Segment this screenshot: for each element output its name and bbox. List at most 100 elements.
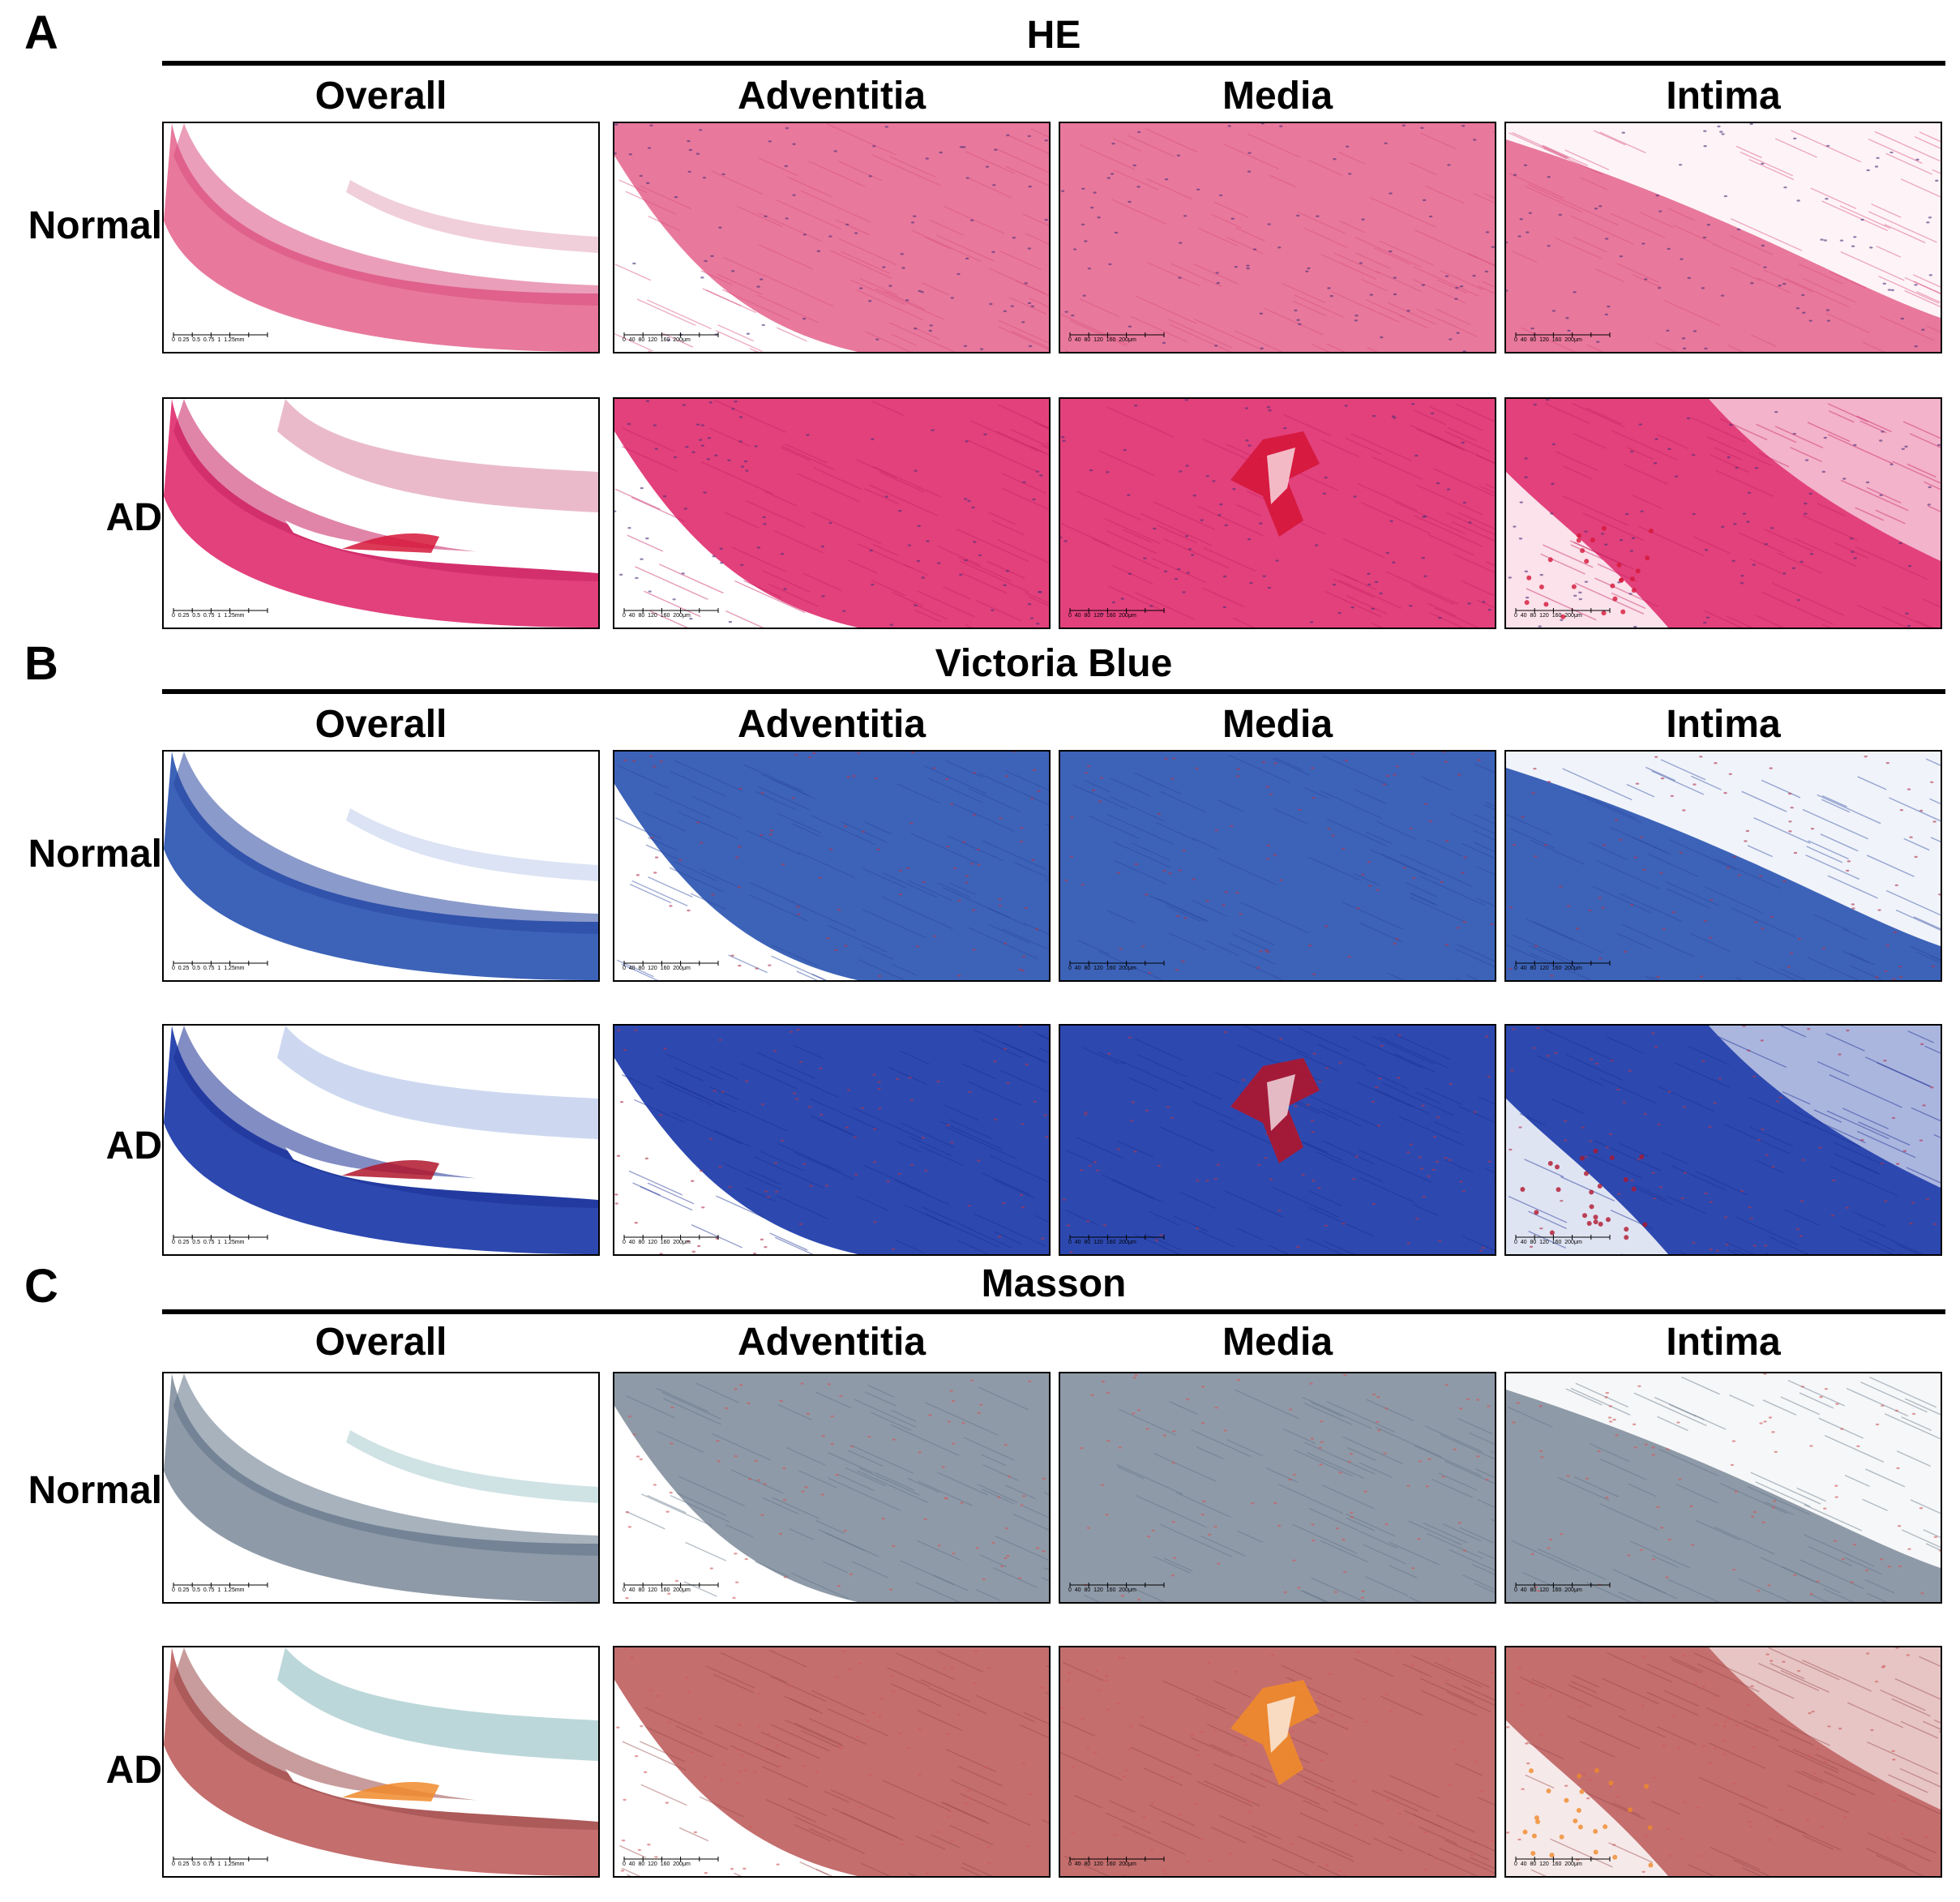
- scale-bar: 0 40 80 120 160 200μm: [1068, 608, 1166, 619]
- scale-bar-label: 0 40 80 120 160 200μm: [1068, 1587, 1136, 1593]
- micrograph-b-ad-intima: 0 40 80 120 160 200μm: [1504, 1024, 1942, 1256]
- micrograph-b-ad-adventitia: 0 40 80 120 160 200μm: [613, 1024, 1051, 1256]
- micrograph-c-normal-overall: 0 0.25 0.5 0.75 1 1.25mm: [162, 1372, 600, 1604]
- micrograph-a-ad-adventitia: 0 40 80 120 160 200μm: [613, 397, 1051, 629]
- scale-bar-label: 0 40 80 120 160 200μm: [1514, 613, 1582, 619]
- scale-bar: 0 40 80 120 160 200μm: [623, 608, 720, 619]
- micrograph-a-ad-overall: 0 0.25 0.5 0.75 1 1.25mm: [162, 397, 600, 629]
- micrograph-image: [1060, 1373, 1495, 1602]
- micrograph-a-normal-intima: 0 40 80 120 160 200μm: [1504, 122, 1942, 353]
- scale-bar: 0 40 80 120 160 200μm: [1068, 961, 1166, 972]
- row-label-ad: AD: [105, 1749, 162, 1792]
- stain-title-victoria-blue: Victoria Blue: [935, 642, 1173, 685]
- title-rule: [162, 1309, 1945, 1314]
- scale-bar-label: 0 40 80 120 160 200μm: [1068, 613, 1136, 619]
- scale-bar-label: 0 40 80 120 160 200μm: [1068, 966, 1136, 971]
- micrograph-b-ad-overall: 0 0.25 0.5 0.75 1 1.25mm: [162, 1024, 600, 1256]
- panel-letter-c: C: [24, 1260, 58, 1313]
- scale-bar-label: 0 40 80 120 160 200μm: [1068, 337, 1136, 343]
- panel-letter-a: A: [24, 6, 58, 59]
- micrograph-image: [614, 1647, 1049, 1876]
- micrograph-image: [1506, 1026, 1941, 1254]
- micrograph-image: [1060, 752, 1495, 980]
- stain-title-he: HE: [1026, 14, 1081, 57]
- row-label-ad: AD: [105, 1124, 162, 1167]
- scale-bar: 0 40 80 120 160 200μm: [1514, 1857, 1611, 1868]
- panel-letter-b: B: [24, 637, 58, 690]
- micrograph-image: [1506, 123, 1941, 352]
- scale-bar: 0 40 80 120 160 200μm: [1514, 332, 1611, 344]
- micrograph-c-ad-media: 0 40 80 120 160 200μm: [1059, 1646, 1496, 1878]
- row-label-normal: Normal: [28, 1469, 162, 1512]
- micrograph-image: [164, 752, 598, 980]
- scale-bar: 0 40 80 120 160 200μm: [1514, 1583, 1611, 1594]
- micrograph-c-ad-overall: 0 0.25 0.5 0.75 1 1.25mm: [162, 1646, 600, 1878]
- scale-bar: 0 40 80 120 160 200μm: [623, 961, 720, 972]
- row-label-ad: AD: [105, 496, 162, 539]
- scale-bar-label: 0 0.25 0.5 0.75 1 1.25mm: [172, 1861, 245, 1867]
- micrograph-a-ad-media: 0 40 80 120 160 200μm: [1059, 397, 1496, 629]
- micrograph-image: [164, 1647, 598, 1876]
- scale-bar: 0 40 80 120 160 200μm: [623, 1583, 720, 1594]
- scale-bar-label: 0 40 80 120 160 200μm: [1514, 1587, 1582, 1593]
- micrograph-b-normal-overall: 0 0.25 0.5 0.75 1 1.25mm: [162, 750, 600, 982]
- micrograph-b-normal-intima: 0 40 80 120 160 200μm: [1504, 750, 1942, 982]
- scale-bar-label: 0 0.25 0.5 0.75 1 1.25mm: [172, 613, 245, 619]
- micrograph-image: [1506, 1647, 1941, 1876]
- micrograph-image: [614, 1373, 1049, 1602]
- scale-bar: 0 0.25 0.5 0.75 1 1.25mm: [172, 961, 269, 972]
- micrograph-image: [614, 123, 1049, 352]
- scale-bar: 0 40 80 120 160 200μm: [1514, 961, 1611, 972]
- title-rule: [162, 689, 1945, 694]
- micrograph-b-normal-media: 0 40 80 120 160 200μm: [1059, 750, 1496, 982]
- scale-bar-label: 0 40 80 120 160 200μm: [1068, 1861, 1136, 1867]
- micrograph-c-normal-intima: 0 40 80 120 160 200μm: [1504, 1372, 1942, 1604]
- scale-bar: 0 0.25 0.5 0.75 1 1.25mm: [172, 1857, 269, 1868]
- scale-bar-label: 0 40 80 120 160 200μm: [1514, 1240, 1582, 1245]
- row-label-normal: Normal: [28, 204, 162, 247]
- col-label-overall: Overall: [315, 75, 447, 118]
- scale-bar-label: 0 40 80 120 160 200μm: [623, 337, 691, 343]
- scale-bar-label: 0 0.25 0.5 0.75 1 1.25mm: [172, 1587, 245, 1593]
- micrograph-a-normal-adventitia: 0 40 80 120 160 200μm: [613, 122, 1051, 353]
- scale-bar-label: 0 0.25 0.5 0.75 1 1.25mm: [172, 1240, 245, 1245]
- scale-bar-label: 0 40 80 120 160 200μm: [1068, 1240, 1136, 1245]
- micrograph-image: [1506, 399, 1941, 628]
- micrograph-image: [164, 399, 598, 628]
- col-label-media: Media: [1222, 75, 1333, 118]
- scale-bar: 0 0.25 0.5 0.75 1 1.25mm: [172, 1235, 269, 1246]
- scale-bar-label: 0 0.25 0.5 0.75 1 1.25mm: [172, 337, 245, 343]
- col-label-intima: Intima: [1666, 703, 1781, 746]
- scale-bar-label: 0 40 80 120 160 200μm: [623, 1240, 691, 1245]
- scale-bar-label: 0 40 80 120 160 200μm: [623, 966, 691, 971]
- micrograph-image: [1060, 399, 1495, 628]
- scale-bar-label: 0 40 80 120 160 200μm: [1514, 1861, 1582, 1867]
- scale-bar: 0 40 80 120 160 200μm: [1068, 1583, 1166, 1594]
- scale-bar-label: 0 40 80 120 160 200μm: [1514, 337, 1582, 343]
- micrograph-c-ad-adventitia: 0 40 80 120 160 200μm: [613, 1646, 1051, 1878]
- micrograph-image: [1060, 123, 1495, 352]
- scale-bar: 0 40 80 120 160 200μm: [623, 1235, 720, 1246]
- scale-bar: 0 0.25 0.5 0.75 1 1.25mm: [172, 1583, 269, 1594]
- micrograph-image: [1060, 1026, 1495, 1254]
- scale-bar: 0 40 80 120 160 200μm: [623, 332, 720, 344]
- micrograph-c-normal-media: 0 40 80 120 160 200μm: [1059, 1372, 1496, 1604]
- stain-title-masson: Masson: [981, 1262, 1127, 1305]
- micrograph-b-ad-media: 0 40 80 120 160 200μm: [1059, 1024, 1496, 1256]
- scale-bar: 0 40 80 120 160 200μm: [1068, 1857, 1166, 1868]
- col-label-intima: Intima: [1666, 1321, 1781, 1364]
- micrograph-image: [164, 1373, 598, 1602]
- scale-bar-label: 0 0.25 0.5 0.75 1 1.25mm: [172, 966, 245, 971]
- col-label-adventitia: Adventitia: [737, 75, 927, 118]
- col-label-media: Media: [1222, 1321, 1333, 1364]
- micrograph-image: [1506, 1373, 1941, 1602]
- micrograph-a-normal-media: 0 40 80 120 160 200μm: [1059, 122, 1496, 353]
- micrograph-a-ad-intima: 0 40 80 120 160 200μm: [1504, 397, 1942, 629]
- micrograph-image: [614, 399, 1049, 628]
- col-label-intima: Intima: [1666, 75, 1781, 118]
- micrograph-image: [1060, 1647, 1495, 1876]
- micrograph-c-normal-adventitia: 0 40 80 120 160 200μm: [613, 1372, 1051, 1604]
- scale-bar: 0 0.25 0.5 0.75 1 1.25mm: [172, 332, 269, 344]
- micrograph-b-normal-adventitia: 0 40 80 120 160 200μm: [613, 750, 1051, 982]
- micrograph-image: [614, 752, 1049, 980]
